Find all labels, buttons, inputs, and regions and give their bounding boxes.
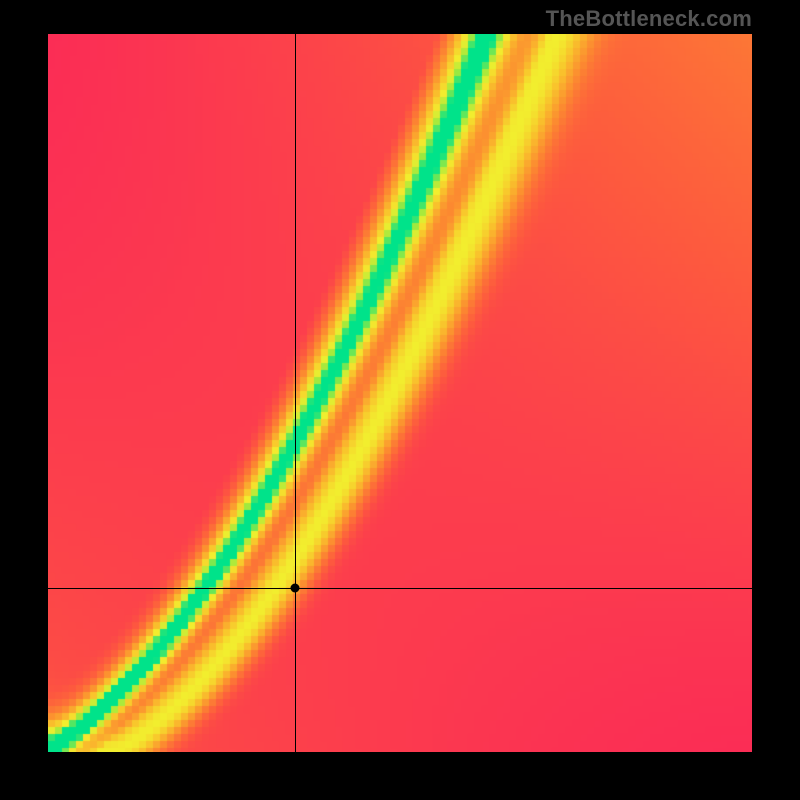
plot-area bbox=[48, 34, 752, 752]
crosshair-vertical bbox=[295, 34, 296, 752]
heatmap-canvas bbox=[48, 34, 752, 752]
crosshair-horizontal bbox=[48, 588, 752, 589]
watermark-text: TheBottleneck.com bbox=[546, 6, 752, 32]
bottleneck-heatmap-page: TheBottleneck.com bbox=[0, 0, 800, 800]
marker-dot bbox=[291, 584, 300, 593]
